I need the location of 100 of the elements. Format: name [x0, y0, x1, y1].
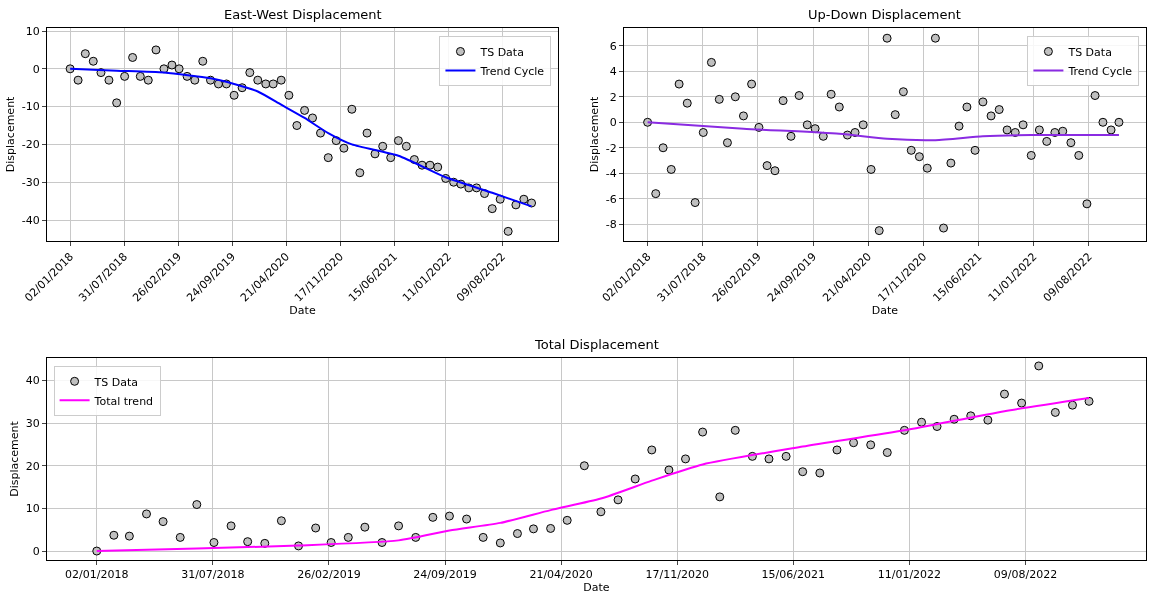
point — [487, 204, 497, 214]
point — [433, 162, 443, 172]
point — [786, 131, 796, 141]
point — [714, 94, 724, 104]
point — [253, 75, 263, 85]
y-tick-label: -2 — [605, 141, 617, 155]
point — [284, 90, 294, 100]
point — [730, 425, 740, 435]
y-axis-title: Displacement — [588, 95, 602, 173]
point — [167, 60, 177, 70]
point — [1067, 400, 1077, 410]
point — [770, 166, 780, 176]
point — [681, 454, 690, 464]
point — [198, 56, 208, 66]
legend-label: TS Data — [1067, 45, 1112, 59]
point — [1066, 138, 1076, 148]
y-tick-label: -30 — [21, 176, 40, 190]
point — [930, 33, 940, 43]
x-tick-label: 21/04/2020 — [529, 568, 593, 582]
point — [394, 521, 404, 531]
point — [175, 532, 185, 542]
point — [386, 153, 396, 163]
y-tick-label: 0 — [32, 62, 40, 76]
point — [613, 495, 623, 505]
point — [174, 64, 184, 74]
y-tick-label: 20 — [25, 459, 40, 473]
y-tick-label: 6 — [609, 39, 617, 53]
point — [1034, 361, 1044, 371]
point — [794, 91, 804, 101]
point — [1017, 398, 1027, 408]
point — [1050, 407, 1060, 417]
point — [308, 113, 318, 123]
point — [832, 445, 842, 455]
point — [428, 512, 438, 522]
point — [425, 160, 435, 170]
point — [128, 52, 138, 62]
y-tick-label: 0 — [32, 544, 40, 558]
point — [914, 152, 924, 162]
point — [939, 223, 949, 233]
point — [478, 532, 488, 542]
point — [826, 89, 836, 99]
point — [781, 451, 791, 461]
point — [104, 75, 114, 85]
chart-title: East-West Displacement — [224, 7, 382, 22]
point — [261, 79, 271, 89]
chart-title: Up-Down Displacement — [808, 7, 961, 22]
point — [393, 136, 403, 146]
point — [311, 523, 321, 533]
point — [80, 49, 90, 59]
point — [674, 79, 684, 89]
point — [292, 121, 302, 131]
point — [698, 127, 708, 137]
point — [778, 96, 788, 106]
point — [747, 79, 757, 89]
point — [444, 511, 454, 521]
y-axis-title: Displacement — [8, 420, 22, 497]
y-axis-title: Displacement — [4, 95, 18, 173]
point — [890, 110, 900, 120]
point — [360, 522, 370, 532]
x-tick-label: 31/07/2018 — [181, 568, 245, 582]
point — [858, 120, 868, 130]
point — [268, 79, 278, 89]
y-tick-label: -40 — [21, 213, 40, 227]
legend-label: TS Data — [479, 45, 524, 59]
point — [562, 515, 572, 525]
point — [495, 538, 505, 548]
point — [706, 57, 716, 67]
point — [339, 143, 349, 153]
point — [209, 538, 219, 548]
y-tick-label: -6 — [605, 192, 617, 206]
point — [596, 507, 606, 517]
point — [866, 440, 876, 450]
point — [1042, 136, 1052, 146]
point — [343, 532, 353, 542]
point — [192, 500, 202, 510]
point — [401, 141, 411, 151]
point — [970, 145, 980, 155]
y-tick-label: 4 — [609, 65, 617, 79]
point — [245, 68, 255, 78]
point — [355, 168, 365, 178]
x-tick-label: 09/08/2022 — [993, 568, 1058, 582]
point — [316, 128, 326, 138]
point — [370, 149, 380, 159]
point — [849, 438, 859, 448]
point — [143, 75, 153, 85]
point — [922, 163, 932, 173]
point — [882, 448, 892, 458]
y-tick-label: -8 — [605, 218, 617, 232]
point — [519, 194, 529, 204]
chart-title: Total Displacement — [534, 337, 659, 352]
y-tick-label: 0 — [609, 116, 617, 130]
x-tick-label: 15/06/2021 — [761, 568, 825, 582]
point — [798, 467, 808, 477]
point — [226, 521, 236, 531]
point — [1026, 150, 1036, 160]
point — [300, 105, 310, 115]
point — [866, 164, 876, 174]
point — [276, 75, 286, 85]
point — [764, 454, 774, 464]
y-tick-label: 2 — [609, 90, 617, 104]
